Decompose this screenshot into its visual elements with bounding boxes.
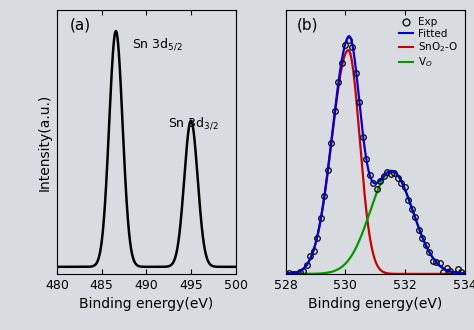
X-axis label: Binding energy(eV): Binding energy(eV) — [79, 297, 213, 311]
X-axis label: Binding energy(eV): Binding energy(eV) — [308, 297, 442, 311]
Text: Sn 3d$_{3/2}$: Sn 3d$_{3/2}$ — [168, 115, 219, 131]
Text: (b): (b) — [296, 18, 318, 33]
Y-axis label: Intensity(a.u.): Intensity(a.u.) — [37, 93, 51, 190]
Text: (a): (a) — [69, 18, 91, 33]
Text: Sn 3d$_{5/2}$: Sn 3d$_{5/2}$ — [132, 36, 182, 52]
Legend: Exp, Fitted, SnO$_2$-O, V$_O$: Exp, Fitted, SnO$_2$-O, V$_O$ — [397, 15, 459, 72]
